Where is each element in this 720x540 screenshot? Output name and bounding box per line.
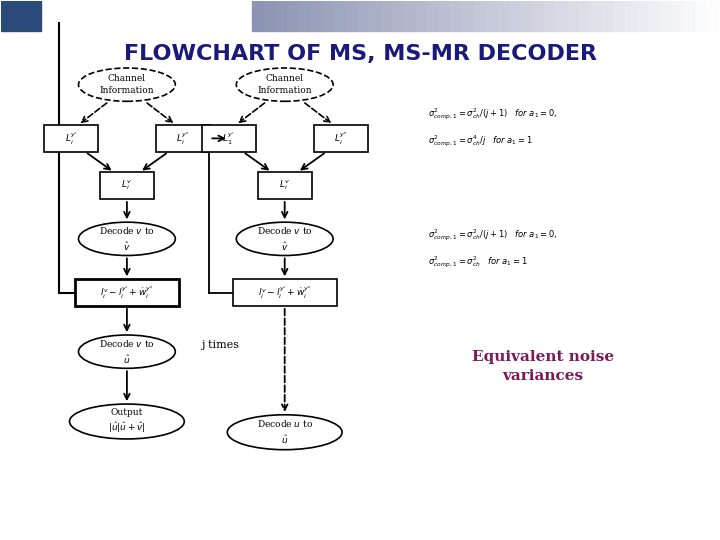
Bar: [253, 2, 264, 31]
Text: $L_i^{v}$: $L_i^{v}$: [279, 179, 290, 192]
Bar: [672, 2, 684, 31]
Bar: [696, 2, 707, 31]
Text: $\sigma^2_{comp,1} = \sigma^2_{ch} \quad for \ a_1 = 1$: $\sigma^2_{comp,1} = \sigma^2_{ch} \quad…: [428, 254, 528, 269]
Text: Channel
Information: Channel Information: [257, 75, 312, 95]
FancyBboxPatch shape: [202, 125, 256, 152]
Bar: [299, 2, 311, 31]
Text: $\sigma^2_{comp,1} = \sigma^4_{ch} / j \quad for \ a_1 = 1$: $\sigma^2_{comp,1} = \sigma^4_{ch} / j \…: [428, 133, 533, 149]
Bar: [323, 2, 334, 31]
FancyBboxPatch shape: [258, 172, 312, 199]
Ellipse shape: [228, 415, 342, 450]
FancyBboxPatch shape: [100, 172, 154, 199]
Ellipse shape: [78, 68, 175, 102]
Bar: [1, 2, 41, 31]
Bar: [451, 2, 462, 31]
Bar: [555, 2, 567, 31]
Bar: [357, 2, 369, 31]
Bar: [334, 2, 346, 31]
Text: $L_i^{v}$: $L_i^{v}$: [121, 179, 132, 192]
Text: $\sigma^2_{comp,1} = \sigma^2_{ch}/(j+1) \quad for \ a_1 = 0,$: $\sigma^2_{comp,1} = \sigma^2_{ch}/(j+1)…: [428, 106, 558, 122]
Text: $l_i^v - l_i^{y'} + \dot{w}_i^{y''}$: $l_i^v - l_i^{y'} + \dot{w}_i^{y''}$: [258, 285, 312, 301]
Ellipse shape: [70, 404, 184, 439]
Bar: [579, 2, 590, 31]
Bar: [649, 2, 660, 31]
Bar: [264, 2, 276, 31]
Text: $l_i^v - l_i^{y'} + \dot{w}_i^{y''}$: $l_i^v - l_i^{y'} + \dot{w}_i^{y''}$: [100, 285, 154, 301]
Bar: [544, 2, 555, 31]
Bar: [392, 2, 404, 31]
Bar: [485, 2, 498, 31]
Text: $\sigma^2_{comp,1} = \sigma^2_{ch}/(j+1) \quad for \ a_1 = 0,$: $\sigma^2_{comp,1} = \sigma^2_{ch}/(j+1)…: [428, 227, 558, 243]
Bar: [474, 2, 485, 31]
Text: $L_i^{y''}$: $L_i^{y''}$: [333, 130, 348, 146]
Bar: [287, 2, 299, 31]
Bar: [626, 2, 637, 31]
Ellipse shape: [236, 222, 333, 255]
FancyBboxPatch shape: [233, 279, 337, 306]
FancyBboxPatch shape: [314, 125, 367, 152]
Ellipse shape: [78, 335, 175, 368]
Text: j times: j times: [201, 340, 239, 350]
Bar: [660, 2, 672, 31]
FancyBboxPatch shape: [75, 279, 179, 306]
Text: FLOWCHART OF MS, MS-MR DECODER: FLOWCHART OF MS, MS-MR DECODER: [124, 44, 596, 64]
Bar: [439, 2, 451, 31]
Ellipse shape: [236, 68, 333, 102]
Bar: [532, 2, 544, 31]
Bar: [381, 2, 392, 31]
Bar: [462, 2, 474, 31]
Text: $L_1^{y'}$: $L_1^{y'}$: [222, 130, 235, 146]
Bar: [498, 2, 509, 31]
Bar: [415, 2, 427, 31]
Bar: [311, 2, 323, 31]
Bar: [369, 2, 381, 31]
Bar: [346, 2, 357, 31]
Bar: [707, 2, 719, 31]
Bar: [509, 2, 521, 31]
Bar: [590, 2, 602, 31]
FancyBboxPatch shape: [156, 125, 210, 152]
Text: Decode $v$ to
$\hat{v}$: Decode $v$ to $\hat{v}$: [257, 225, 312, 253]
FancyBboxPatch shape: [44, 125, 98, 152]
Text: $L_i^{y'}$: $L_i^{y'}$: [65, 130, 77, 146]
Text: Equivalent noise
variances: Equivalent noise variances: [472, 350, 614, 383]
Bar: [521, 2, 532, 31]
Text: Decode $u$ to
$\hat{u}$: Decode $u$ to $\hat{u}$: [256, 418, 312, 446]
Bar: [613, 2, 626, 31]
Bar: [602, 2, 613, 31]
Text: Decode $v$ to
$\hat{v}$: Decode $v$ to $\hat{v}$: [99, 225, 155, 253]
Text: Channel
Information: Channel Information: [99, 75, 154, 95]
Bar: [276, 2, 287, 31]
Text: $L_i^{y''}$: $L_i^{y''}$: [176, 130, 190, 146]
Bar: [567, 2, 579, 31]
Text: Decode $v$ to
$\hat{u}$: Decode $v$ to $\hat{u}$: [99, 338, 155, 366]
Bar: [684, 2, 696, 31]
Bar: [427, 2, 439, 31]
Bar: [404, 2, 415, 31]
Ellipse shape: [78, 222, 175, 255]
Text: Output
$|\hat{u}|\hat{u}+\hat{v}|$: Output $|\hat{u}|\hat{u}+\hat{v}|$: [108, 408, 145, 435]
Bar: [637, 2, 649, 31]
